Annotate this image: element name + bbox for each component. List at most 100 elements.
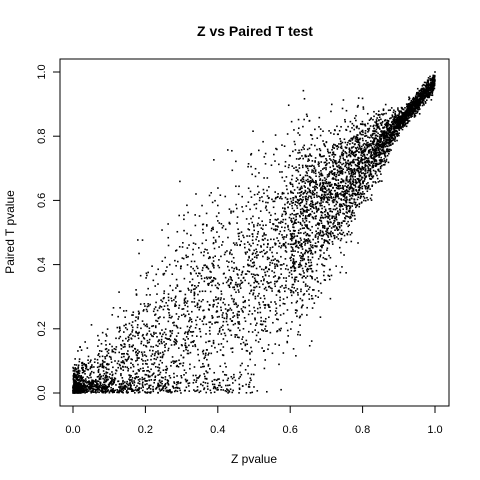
data-point: [111, 374, 114, 377]
data-point: [332, 186, 334, 189]
data-point: [224, 195, 227, 198]
data-point: [113, 348, 116, 350]
data-point: [349, 143, 351, 145]
data-point: [224, 334, 227, 337]
data-point: [397, 114, 400, 117]
data-point: [335, 215, 337, 218]
data-point: [362, 131, 364, 133]
data-point: [301, 181, 304, 183]
data-point: [108, 343, 111, 345]
data-point: [363, 167, 365, 169]
data-point: [355, 114, 357, 117]
data-point: [300, 212, 302, 214]
data-point: [75, 378, 77, 380]
data-point: [251, 235, 254, 238]
data-point: [81, 362, 84, 365]
data-point: [145, 334, 148, 336]
data-point: [314, 295, 317, 297]
data-point: [95, 391, 97, 394]
data-point: [374, 162, 377, 165]
data-point: [105, 371, 108, 374]
data-point: [337, 185, 340, 187]
data-point: [345, 197, 348, 199]
data-point: [376, 144, 378, 146]
data-point: [84, 365, 87, 367]
data-point: [251, 391, 254, 394]
data-point: [351, 214, 354, 217]
data-point: [280, 273, 283, 276]
data-point: [78, 372, 81, 375]
data-point: [215, 296, 217, 298]
data-point: [321, 245, 323, 248]
data-point: [241, 385, 244, 387]
data-point: [307, 256, 310, 258]
data-point: [235, 302, 237, 304]
data-point: [415, 96, 418, 98]
data-point: [342, 162, 345, 165]
data-point: [357, 186, 360, 188]
data-point: [296, 315, 298, 318]
data-point: [324, 258, 326, 260]
data-point: [309, 208, 312, 210]
data-point: [293, 140, 296, 143]
data-point: [371, 157, 374, 159]
data-point: [374, 130, 376, 133]
data-point: [382, 135, 385, 138]
data-point: [349, 201, 352, 204]
data-point: [391, 139, 394, 142]
data-point: [217, 388, 219, 391]
data-point: [152, 346, 155, 348]
data-point: [375, 160, 377, 162]
data-point: [396, 114, 399, 117]
data-point: [300, 244, 303, 246]
data-point: [311, 138, 314, 140]
data-point: [383, 137, 386, 139]
data-point: [92, 383, 94, 386]
data-point: [338, 226, 341, 229]
data-point: [153, 354, 156, 357]
data-point: [329, 190, 331, 193]
data-point: [332, 153, 335, 155]
data-point: [202, 267, 204, 269]
data-point: [261, 238, 264, 241]
data-point: [340, 145, 343, 147]
data-point: [211, 280, 214, 283]
data-point: [216, 204, 219, 207]
data-point: [302, 89, 305, 92]
data-point: [113, 377, 116, 379]
data-point: [340, 237, 343, 240]
data-point: [324, 145, 327, 148]
data-point: [311, 231, 314, 234]
data-point: [176, 284, 179, 286]
data-point: [404, 107, 406, 109]
data-point: [375, 147, 377, 149]
data-point: [209, 321, 212, 323]
data-point: [252, 252, 254, 255]
data-point: [418, 92, 421, 94]
data-point: [193, 379, 196, 381]
data-point: [199, 318, 201, 321]
data-point: [213, 383, 216, 386]
data-point: [336, 229, 339, 232]
data-point: [258, 172, 260, 174]
data-point: [237, 228, 239, 231]
data-point: [242, 266, 245, 268]
data-point: [137, 363, 139, 366]
data-point: [153, 333, 155, 335]
data-point: [337, 238, 340, 240]
data-point: [335, 175, 338, 178]
data-point: [279, 195, 282, 198]
data-point: [92, 391, 95, 393]
data-point: [427, 79, 430, 81]
data-point: [307, 238, 310, 240]
data-point: [245, 339, 248, 342]
data-point: [262, 239, 265, 241]
data-point: [378, 150, 381, 153]
data-point: [315, 230, 317, 233]
data-point: [159, 316, 161, 318]
data-point: [324, 239, 327, 242]
data-point: [111, 373, 114, 376]
data-point: [256, 322, 258, 325]
data-point: [411, 104, 414, 106]
data-point: [287, 243, 290, 245]
